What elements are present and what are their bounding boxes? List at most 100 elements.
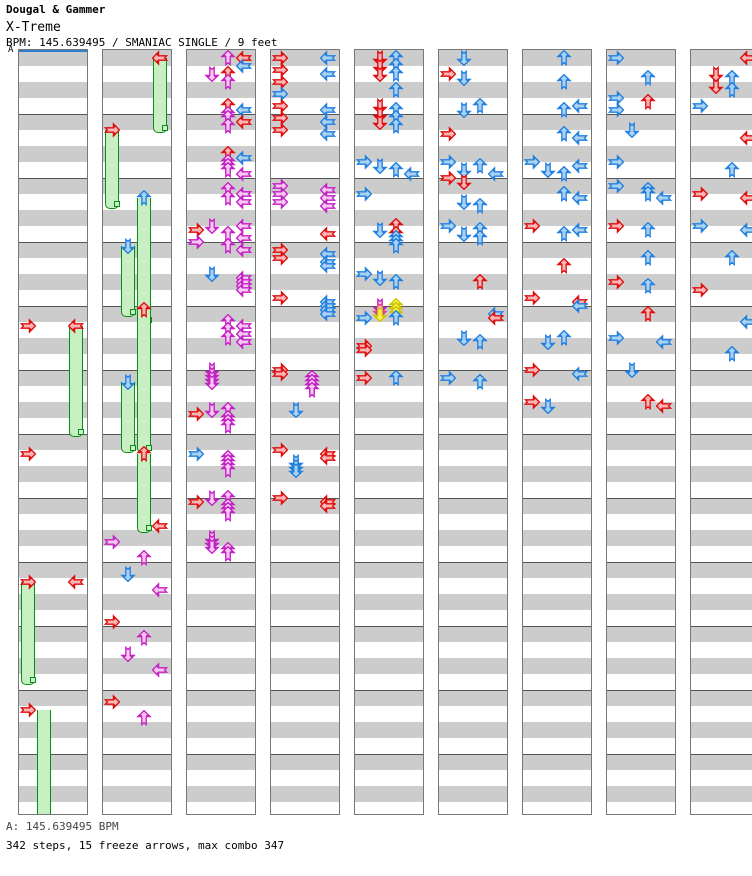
note-arrow-down-eighth[interactable] bbox=[288, 462, 304, 478]
note-arrow-right-sixteenth[interactable] bbox=[236, 242, 252, 258]
note-arrow-left-eighth[interactable] bbox=[356, 154, 372, 170]
note-arrow-up-eighth[interactable] bbox=[640, 278, 656, 294]
note-arrow-up-eighth[interactable] bbox=[388, 162, 404, 178]
note-arrow-up-eighth[interactable] bbox=[472, 158, 488, 174]
note-arrow-right-eighth[interactable] bbox=[320, 306, 336, 322]
stepchart-column[interactable] bbox=[522, 49, 592, 815]
note-arrow-right-quarter[interactable] bbox=[656, 398, 672, 414]
note-arrow-right-quarter[interactable] bbox=[488, 310, 504, 326]
stepchart-column[interactable] bbox=[690, 49, 752, 815]
note-arrow-down-eighth[interactable] bbox=[288, 402, 304, 418]
note-arrow-right-sixteenth[interactable] bbox=[236, 334, 252, 350]
note-arrow-up-eighth[interactable] bbox=[640, 250, 656, 266]
note-arrow-right-eighth[interactable] bbox=[236, 58, 252, 74]
note-arrow-up-eighth[interactable] bbox=[388, 82, 404, 98]
note-arrow-left-quarter[interactable] bbox=[272, 122, 288, 138]
note-arrow-right-eighth[interactable] bbox=[320, 258, 336, 274]
note-arrow-left-quarter[interactable] bbox=[356, 342, 372, 358]
note-arrow-right-sixteenth[interactable] bbox=[152, 582, 168, 598]
note-arrow-right-eighth[interactable] bbox=[320, 126, 336, 142]
note-arrow-up-eighth[interactable] bbox=[388, 370, 404, 386]
note-arrow-left-quarter[interactable] bbox=[272, 442, 288, 458]
note-arrow-up-sixteenth[interactable] bbox=[220, 418, 236, 434]
note-arrow-up-eighth[interactable] bbox=[388, 274, 404, 290]
note-arrow-up-eighth[interactable] bbox=[640, 222, 656, 238]
stepchart-column[interactable] bbox=[438, 49, 508, 815]
note-arrow-right-eighth[interactable] bbox=[572, 190, 588, 206]
note-arrow-down-quarter[interactable] bbox=[372, 66, 388, 82]
note-arrow-left-quarter[interactable] bbox=[188, 494, 204, 510]
note-arrow-down-sixteenth[interactable] bbox=[204, 490, 220, 506]
note-arrow-up-quarter[interactable] bbox=[556, 258, 572, 274]
note-arrow-right-sixteenth[interactable] bbox=[236, 218, 252, 234]
note-arrow-right-sixteenth[interactable] bbox=[152, 662, 168, 678]
note-arrow-up-eighth[interactable] bbox=[640, 70, 656, 86]
note-arrow-right-quarter[interactable] bbox=[236, 114, 252, 130]
note-arrow-left-quarter[interactable] bbox=[440, 170, 456, 186]
note-arrow-up-sixteenth[interactable] bbox=[220, 546, 236, 562]
note-arrow-left-quarter[interactable] bbox=[524, 394, 540, 410]
note-arrow-up-quarter[interactable] bbox=[472, 274, 488, 290]
note-arrow-down-quarter[interactable] bbox=[708, 78, 724, 94]
note-arrow-left-eighth[interactable] bbox=[692, 98, 708, 114]
note-arrow-up-sixteenth[interactable] bbox=[220, 506, 236, 522]
note-arrow-left-quarter[interactable] bbox=[608, 218, 624, 234]
note-arrow-up-sixteenth[interactable] bbox=[304, 382, 320, 398]
note-arrow-up-eighth[interactable] bbox=[556, 74, 572, 90]
note-arrow-left-eighth[interactable] bbox=[692, 218, 708, 234]
note-arrow-down-eighth[interactable] bbox=[624, 122, 640, 138]
note-arrow-right-eighth[interactable] bbox=[320, 50, 336, 66]
note-arrow-left-quarter[interactable] bbox=[440, 126, 456, 142]
note-arrow-down-sixteenth[interactable] bbox=[204, 538, 220, 554]
note-arrow-up-eighth[interactable] bbox=[724, 162, 740, 178]
note-arrow-right-quarter[interactable] bbox=[152, 50, 168, 66]
note-arrow-left-quarter[interactable] bbox=[272, 366, 288, 382]
note-arrow-left-sixteenth[interactable] bbox=[104, 534, 120, 550]
note-arrow-left-quarter[interactable] bbox=[272, 290, 288, 306]
note-arrow-up-eighth[interactable] bbox=[472, 98, 488, 114]
note-arrow-up-quarter[interactable] bbox=[640, 306, 656, 322]
note-arrow-down-sixteenth[interactable] bbox=[204, 66, 220, 82]
note-arrow-right-eighth[interactable] bbox=[404, 166, 420, 182]
note-arrow-right-eighth[interactable] bbox=[572, 130, 588, 146]
note-arrow-down-sixteenth[interactable] bbox=[120, 646, 136, 662]
note-arrow-left-eighth[interactable] bbox=[524, 154, 540, 170]
note-arrow-right-sixteenth[interactable] bbox=[236, 282, 252, 298]
note-arrow-left-quarter[interactable] bbox=[524, 362, 540, 378]
note-arrow-left-eighth[interactable] bbox=[608, 102, 624, 118]
note-arrow-right-eighth[interactable] bbox=[656, 190, 672, 206]
note-arrow-up-eighth[interactable] bbox=[556, 186, 572, 202]
note-arrow-down-quarter[interactable] bbox=[372, 114, 388, 130]
note-arrow-right-eighth[interactable] bbox=[572, 222, 588, 238]
note-arrow-left-eighth[interactable] bbox=[356, 186, 372, 202]
note-arrow-up-quarter[interactable] bbox=[136, 446, 152, 462]
note-arrow-left-eighth[interactable] bbox=[440, 154, 456, 170]
note-arrow-right-quarter[interactable] bbox=[740, 130, 752, 146]
note-arrow-left-eighth[interactable] bbox=[356, 266, 372, 282]
note-arrow-left-eighth[interactable] bbox=[608, 178, 624, 194]
note-arrow-up-eighth[interactable] bbox=[556, 126, 572, 142]
note-arrow-left-quarter[interactable] bbox=[272, 62, 288, 78]
note-arrow-up-eighth[interactable] bbox=[724, 250, 740, 266]
note-arrow-up-eighth[interactable] bbox=[724, 346, 740, 362]
note-arrow-left-quarter[interactable] bbox=[188, 406, 204, 422]
note-arrow-left-eighth[interactable] bbox=[272, 86, 288, 102]
note-arrow-right-eighth[interactable] bbox=[740, 222, 752, 238]
note-arrow-left-eighth[interactable] bbox=[356, 310, 372, 326]
stepchart-column[interactable] bbox=[18, 49, 88, 815]
note-arrow-up-eighth[interactable] bbox=[388, 118, 404, 134]
note-arrow-down-eighth[interactable] bbox=[456, 194, 472, 210]
note-arrow-down-quarter[interactable] bbox=[372, 58, 388, 74]
note-arrow-right-quarter[interactable] bbox=[320, 226, 336, 242]
note-arrow-down-eighth[interactable] bbox=[204, 266, 220, 282]
note-arrow-up-eighth[interactable] bbox=[556, 102, 572, 118]
note-arrow-up-eighth[interactable] bbox=[388, 238, 404, 254]
note-arrow-left-quarter[interactable] bbox=[20, 574, 36, 590]
note-arrow-down-eighth[interactable] bbox=[540, 334, 556, 350]
note-arrow-down-eighth[interactable] bbox=[540, 398, 556, 414]
note-arrow-up-sixteenth[interactable] bbox=[136, 710, 152, 726]
note-arrow-down-eighth[interactable] bbox=[456, 70, 472, 86]
note-arrow-right-eighth[interactable] bbox=[320, 102, 336, 118]
note-arrow-up-eighth[interactable] bbox=[556, 166, 572, 182]
note-arrow-up-quarter[interactable] bbox=[136, 302, 152, 318]
